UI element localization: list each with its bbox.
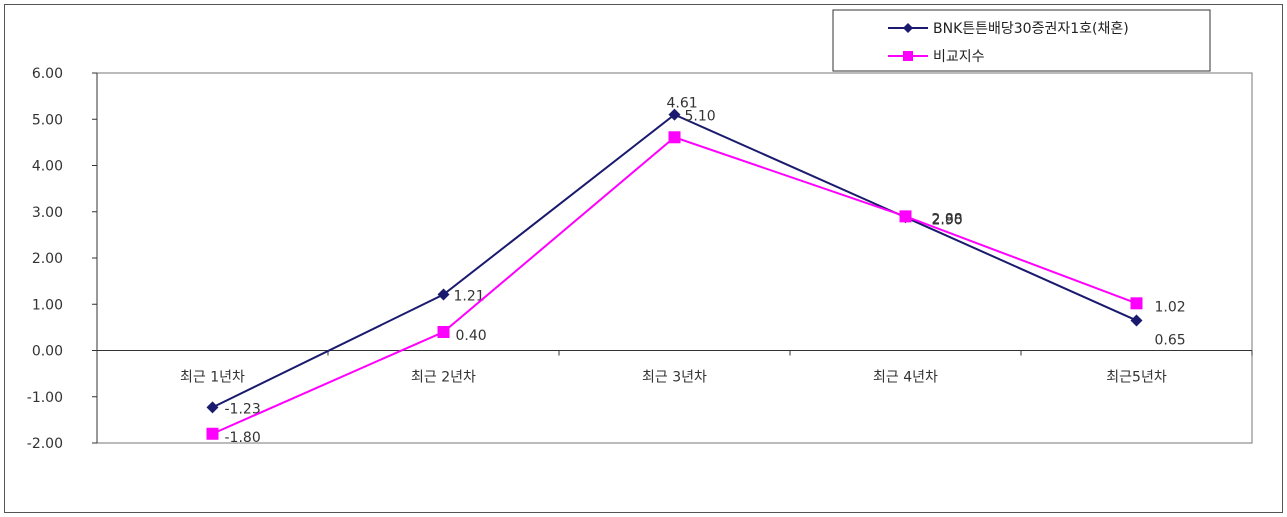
series-2-point	[206, 427, 219, 440]
series-1-point	[206, 401, 219, 414]
legend-square-icon	[903, 51, 913, 61]
x-tick-label: 최근 2년차	[411, 370, 476, 386]
series-1-data-label: 0.65	[1155, 332, 1186, 348]
series-1-data-label: -1.23	[225, 401, 261, 417]
series-2-point	[668, 131, 681, 144]
y-tick-label: 0.00	[32, 344, 63, 360]
plot-area	[96, 72, 1253, 444]
x-tick-label: 최근 4년차	[873, 370, 938, 386]
series-1-data-label: 5.10	[685, 109, 716, 125]
series-1-point	[668, 108, 681, 121]
series-2-data-label: 0.40	[456, 328, 487, 344]
y-tick-label: -1.00	[27, 390, 63, 406]
x-tick-label: 최근5년차	[1106, 370, 1167, 386]
series-2-data-label: 4.61	[667, 95, 698, 111]
legend-diamond-icon	[903, 23, 913, 33]
series-2-data-label: 1.02	[1155, 299, 1186, 315]
series-2-data-label: -1.80	[225, 430, 261, 446]
y-tick-label: 2.00	[32, 251, 63, 267]
legend-box	[832, 9, 1211, 72]
series-1-point	[437, 288, 450, 301]
legend-label-1: BNK튼튼배당30증권자1호(채혼)	[933, 21, 1129, 37]
series-1-data-label: 1.21	[454, 289, 485, 305]
y-tick-label: -2.00	[27, 436, 63, 452]
y-tick-label: 3.00	[32, 205, 63, 221]
series-line-2	[212, 136, 1137, 435]
y-tick-label: 6.00	[32, 66, 63, 82]
series-1-point	[1130, 314, 1143, 327]
y-tick-label: 4.00	[32, 159, 63, 175]
x-tick-label: 최근 1년차	[180, 370, 245, 386]
series-line-1	[212, 113, 1137, 409]
series-1-data-label: 2.88	[932, 211, 963, 227]
legend-label-2: 비교지수	[933, 49, 985, 65]
series-2-point	[899, 210, 912, 223]
series-2-point	[1130, 297, 1143, 310]
y-tick-label: 5.00	[32, 112, 63, 128]
series-2-point	[437, 326, 450, 338]
series-2-data-label: 2.90	[932, 212, 963, 228]
y-tick-label: 1.00	[32, 297, 63, 313]
x-tick-label: 최근 3년차	[642, 370, 707, 386]
